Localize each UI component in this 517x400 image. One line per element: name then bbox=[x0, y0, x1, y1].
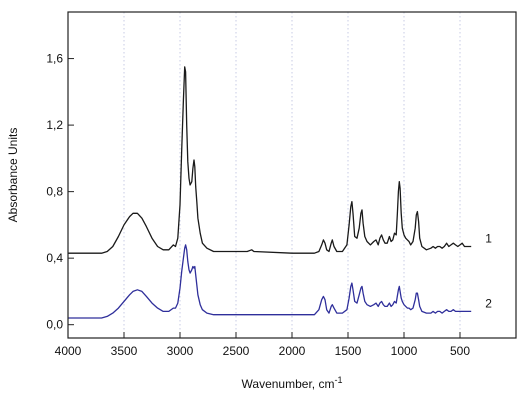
y-tick-label: 1,6 bbox=[46, 52, 63, 66]
series-label-2: 2 bbox=[485, 296, 492, 310]
x-tick-label: 2500 bbox=[223, 344, 250, 358]
y-tick-label: 0,0 bbox=[46, 318, 63, 332]
vertical-gridlines bbox=[123, 12, 461, 338]
y-axis-label: Absorbance Units bbox=[6, 128, 20, 223]
y-tick-label: 1,2 bbox=[46, 118, 63, 132]
y-tick-label: 0,8 bbox=[46, 185, 63, 199]
x-tick-label: 1000 bbox=[391, 344, 418, 358]
series-line-2 bbox=[68, 244, 472, 319]
x-axis-label: Wavenumber, cm-1 bbox=[242, 375, 343, 391]
y-axis-ticks: 0,0 0,4 0,8 1,2 1,6 bbox=[46, 52, 74, 332]
x-tick-label: 3000 bbox=[167, 344, 194, 358]
x-tick-label: 3500 bbox=[111, 344, 138, 358]
x-tick-label: 2000 bbox=[279, 344, 306, 358]
y-tick-label: 0,4 bbox=[46, 251, 63, 265]
x-tick-label: 1500 bbox=[335, 344, 362, 358]
series-labels: 12 bbox=[485, 232, 492, 311]
x-axis-ticks: 4000 3500 3000 2500 2000 1500 1000 500 bbox=[55, 332, 470, 358]
x-tick-label: 500 bbox=[450, 344, 470, 358]
x-tick-label: 4000 bbox=[55, 344, 82, 358]
series-line-1 bbox=[68, 66, 472, 254]
series-label-1: 1 bbox=[485, 232, 492, 246]
series-layer bbox=[68, 66, 472, 319]
